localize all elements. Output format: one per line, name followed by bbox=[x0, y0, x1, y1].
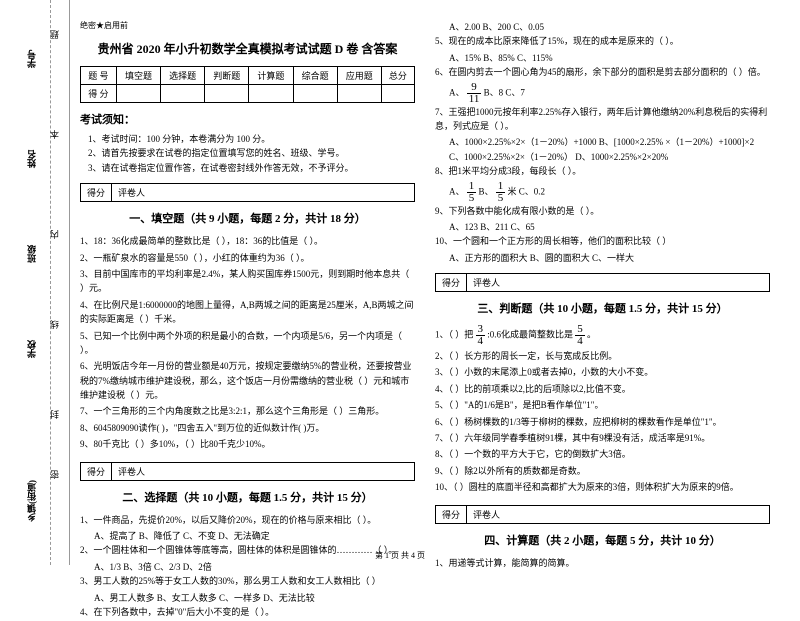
section2-title: 二、选择题（共 10 小题，每题 1.5 分，共计 15 分） bbox=[80, 489, 415, 505]
q: 5、（ ）"A的1/6是B"，是把B看作单位"1"。 bbox=[435, 398, 770, 412]
th: 总分 bbox=[381, 67, 414, 85]
binding-margin: 题 学号 本 姓名 内 班级 线 学校 封 密 乡镇(街道) bbox=[0, 0, 70, 565]
opts: A、1000×2.25%×2×（1－20%）+1000 B、[1000×2.25… bbox=[435, 135, 770, 164]
q: 2、（ ）长方形的周长一定，长与宽成反比例。 bbox=[435, 349, 770, 363]
fraction: 911 bbox=[467, 82, 482, 105]
opts: A、123 B、211 C、65 bbox=[435, 220, 770, 234]
notice-item: 3、请在试卷指定位置作答，在试卷密封线外作答无效，不予评分。 bbox=[88, 161, 415, 175]
q: 4、（ ）比的前项乘以2,比的后项除以2,比值不变。 bbox=[435, 382, 770, 396]
fraction: 54 bbox=[575, 324, 585, 347]
q: 3、（ ）小数的末尾添上0或者去掉0，小数的大小不变。 bbox=[435, 365, 770, 379]
notice-title: 考试须知： bbox=[80, 111, 415, 127]
grader-label: 评卷人 bbox=[467, 274, 506, 291]
side-label: 乡镇(街道) bbox=[25, 480, 38, 522]
score-box: 得分 评卷人 bbox=[435, 505, 770, 524]
q: 4、在比例尺是1:6000000的地图上量得，A,B两城之间的距离是25厘米，A… bbox=[80, 298, 415, 327]
section4-title: 四、计算题（共 2 小题，每题 5 分，共计 10 分） bbox=[435, 532, 770, 548]
side-mark: 线 bbox=[48, 320, 61, 329]
q: 10、（ ）圆柱的底面半径和高都扩大为原来的3倍，则体积扩大为原来的9倍。 bbox=[435, 480, 770, 494]
q: 3、目前中国库市的平均利率是2.4%，某人购买国库券1500元，则到期时他本息共… bbox=[80, 267, 415, 296]
q: 7、一个三角形的三个内角度数之比是3:2:1，那么这个三角形是（ ）三角形。 bbox=[80, 404, 415, 418]
score-box: 得分 评卷人 bbox=[80, 183, 415, 202]
th: 判断题 bbox=[205, 67, 249, 85]
exam-title: 贵州省 2020 年小升初数学全真模拟考试试题 D 卷 含答案 bbox=[80, 40, 415, 57]
th: 题 号 bbox=[81, 67, 117, 85]
page-content: 绝密★启用前 贵州省 2020 年小升初数学全真模拟考试试题 D 卷 含答案 题… bbox=[0, 0, 800, 565]
opts: A、男工人数多 B、女工人数多 C、一样多 D、无法比较 bbox=[80, 591, 415, 605]
side-label: 学校 bbox=[25, 340, 38, 358]
side-mark: 本 bbox=[48, 130, 61, 139]
opts: A、正方形的面积大 B、圆的面积大 C、一样大 bbox=[435, 251, 770, 265]
q: 8、6045809090读作( )，"四舍五入"到万位的近似数计作( )万。 bbox=[80, 421, 415, 435]
opts: A、2.00 B、200 C、0.05 bbox=[435, 20, 770, 34]
q: 5、已知一个比例中两个外项的积是最小的合数，一个内项是5/6，另一个内项是（ ）… bbox=[80, 329, 415, 358]
row-label: 得 分 bbox=[81, 85, 117, 103]
score-label: 得分 bbox=[436, 274, 467, 291]
q: 2、一个圆柱体和一个圆锥体等底等高，圆柱体的体积是圆锥体的…………（ ）。 bbox=[80, 543, 415, 557]
notice-item: 2、请首先按要求在试卷的指定位置填写您的姓名、班级、学号。 bbox=[88, 146, 415, 160]
section1-title: 一、填空题（共 9 小题，每题 2 分，共计 18 分） bbox=[80, 210, 415, 226]
side-mark: 封 bbox=[48, 410, 61, 419]
side-label: 班级 bbox=[25, 245, 38, 263]
q: 6、光明饭店今年一月份的营业额是40万元，按规定要缴纳5%的营业税，还要按营业税… bbox=[80, 359, 415, 402]
opts: A、15% B、85% C、115% bbox=[435, 51, 770, 65]
q: 10、一个圆和一个正方形的周长相等，他们的面积比较（ ） bbox=[435, 234, 770, 248]
q: 6、（ ）杨树棵数的1/3等于柳树的棵数，应把柳树的棵数看作是单位"1"。 bbox=[435, 415, 770, 429]
side-mark: 密 bbox=[48, 470, 61, 479]
q: 9、80千克比（ ）多10%，（ ）比80千克少10%。 bbox=[80, 437, 415, 451]
fraction: 34 bbox=[476, 324, 486, 347]
grader-label: 评卷人 bbox=[112, 184, 151, 201]
th: 综合题 bbox=[293, 67, 337, 85]
q: 1、用递等式计算，能简算的简算。 bbox=[435, 556, 770, 570]
q: 9、（ ）除2以外所有的质数都是奇数。 bbox=[435, 464, 770, 478]
section2-questions: 1、一件商品，先提价20%，以后又降价20%，现在的价格与原来相比（ ）。 A、… bbox=[80, 513, 415, 621]
left-column: 绝密★启用前 贵州省 2020 年小升初数学全真模拟考试试题 D 卷 含答案 题… bbox=[80, 20, 415, 557]
th: 填空题 bbox=[116, 67, 160, 85]
opts: A、 15 B、 15 米 C、0.2 bbox=[435, 181, 770, 204]
notice-list: 1、考试时间：100 分钟，本卷满分为 100 分。 2、请首先按要求在试卷的指… bbox=[80, 132, 415, 175]
opts: A、1/3 B、3倍 C、2/3 D、2倍 bbox=[80, 560, 415, 574]
q: 4、在下列各数中，去掉"0"后大小不变的是（ ）。 bbox=[80, 605, 415, 619]
q: 1、（ ）把 34 :0.6化成最简整数比是 54 。 bbox=[435, 324, 770, 347]
secret-mark: 绝密★启用前 bbox=[80, 20, 415, 31]
opts: A、 911 B、8 C、7 bbox=[435, 82, 770, 105]
section4-questions: 1、用递等式计算，能简算的简算。 bbox=[435, 556, 770, 572]
fraction: 15 bbox=[467, 181, 477, 204]
th: 应用题 bbox=[337, 67, 381, 85]
th: 计算题 bbox=[249, 67, 293, 85]
opts: A、提高了 B、降低了 C、不变 D、无法确定 bbox=[80, 529, 415, 543]
side-label: 姓名 bbox=[25, 150, 38, 168]
th: 选择题 bbox=[161, 67, 205, 85]
fraction: 15 bbox=[496, 181, 506, 204]
right-column: A、2.00 B、200 C、0.05 5、现在的成本比原来降低了15%，现在的… bbox=[435, 20, 770, 557]
q: 5、现在的成本比原来降低了15%，现在的成本是原来的（ ）。 bbox=[435, 34, 770, 48]
q: 6、在圆内剪去一个圆心角为45的扇形，余下部分的面积是剪去部分面积的（ ）倍。 bbox=[435, 65, 770, 79]
q: 7、（ ）六年级同学春季植树91棵，其中有9棵没有活，成活率是91%。 bbox=[435, 431, 770, 445]
q: 3、男工人数的25%等于女工人数的30%，那么男工人数和女工人数相比（ ） bbox=[80, 574, 415, 588]
q: 2、一瓶矿泉水的容量是550（ ），小红的体重约为36（ ）。 bbox=[80, 251, 415, 265]
side-mark: 内 bbox=[48, 230, 61, 239]
score-box: 得分 评卷人 bbox=[80, 462, 415, 481]
grader-label: 评卷人 bbox=[112, 463, 151, 480]
q: 8、把1米平均分成3段，每段长（ ）。 bbox=[435, 164, 770, 178]
q: 8、（ ）一个数的平方大于它，它的倒数扩大3倍。 bbox=[435, 447, 770, 461]
q: 1、一件商品，先提价20%，以后又降价20%，现在的价格与原来相比（ ）。 bbox=[80, 513, 415, 527]
side-mark: 题 bbox=[48, 30, 61, 39]
section2-cont: A、2.00 B、200 C、0.05 5、现在的成本比原来降低了15%，现在的… bbox=[435, 20, 770, 265]
q: 9、下列各数中能化成有限小数的是（ ）。 bbox=[435, 204, 770, 218]
q: 1、18：36化成最简单的整数比是（ ），18：36的比值是（ ）。 bbox=[80, 234, 415, 248]
score-box: 得分 评卷人 bbox=[435, 273, 770, 292]
section3-title: 三、判断题（共 10 小题，每题 1.5 分，共计 15 分） bbox=[435, 300, 770, 316]
score-table: 题 号 填空题 选择题 判断题 计算题 综合题 应用题 总分 得 分 bbox=[80, 66, 415, 103]
score-label: 得分 bbox=[436, 506, 467, 523]
side-label: 学号 bbox=[25, 50, 38, 68]
grader-label: 评卷人 bbox=[467, 506, 506, 523]
section3-questions: 1、（ ）把 34 :0.6化成最简整数比是 54 。 2、（ ）长方形的周长一… bbox=[435, 324, 770, 497]
q: 7、王强把1000元按年利率2.25%存入银行，两年后计算他缴纳20%利息税后的… bbox=[435, 105, 770, 134]
score-label: 得分 bbox=[81, 463, 112, 480]
page-footer: 第 1 页 共 4 页 bbox=[375, 550, 425, 561]
section1-questions: 1、18：36化成最简单的整数比是（ ），18：36的比值是（ ）。 2、一瓶矿… bbox=[80, 234, 415, 453]
notice-item: 1、考试时间：100 分钟，本卷满分为 100 分。 bbox=[88, 132, 415, 146]
score-label: 得分 bbox=[81, 184, 112, 201]
